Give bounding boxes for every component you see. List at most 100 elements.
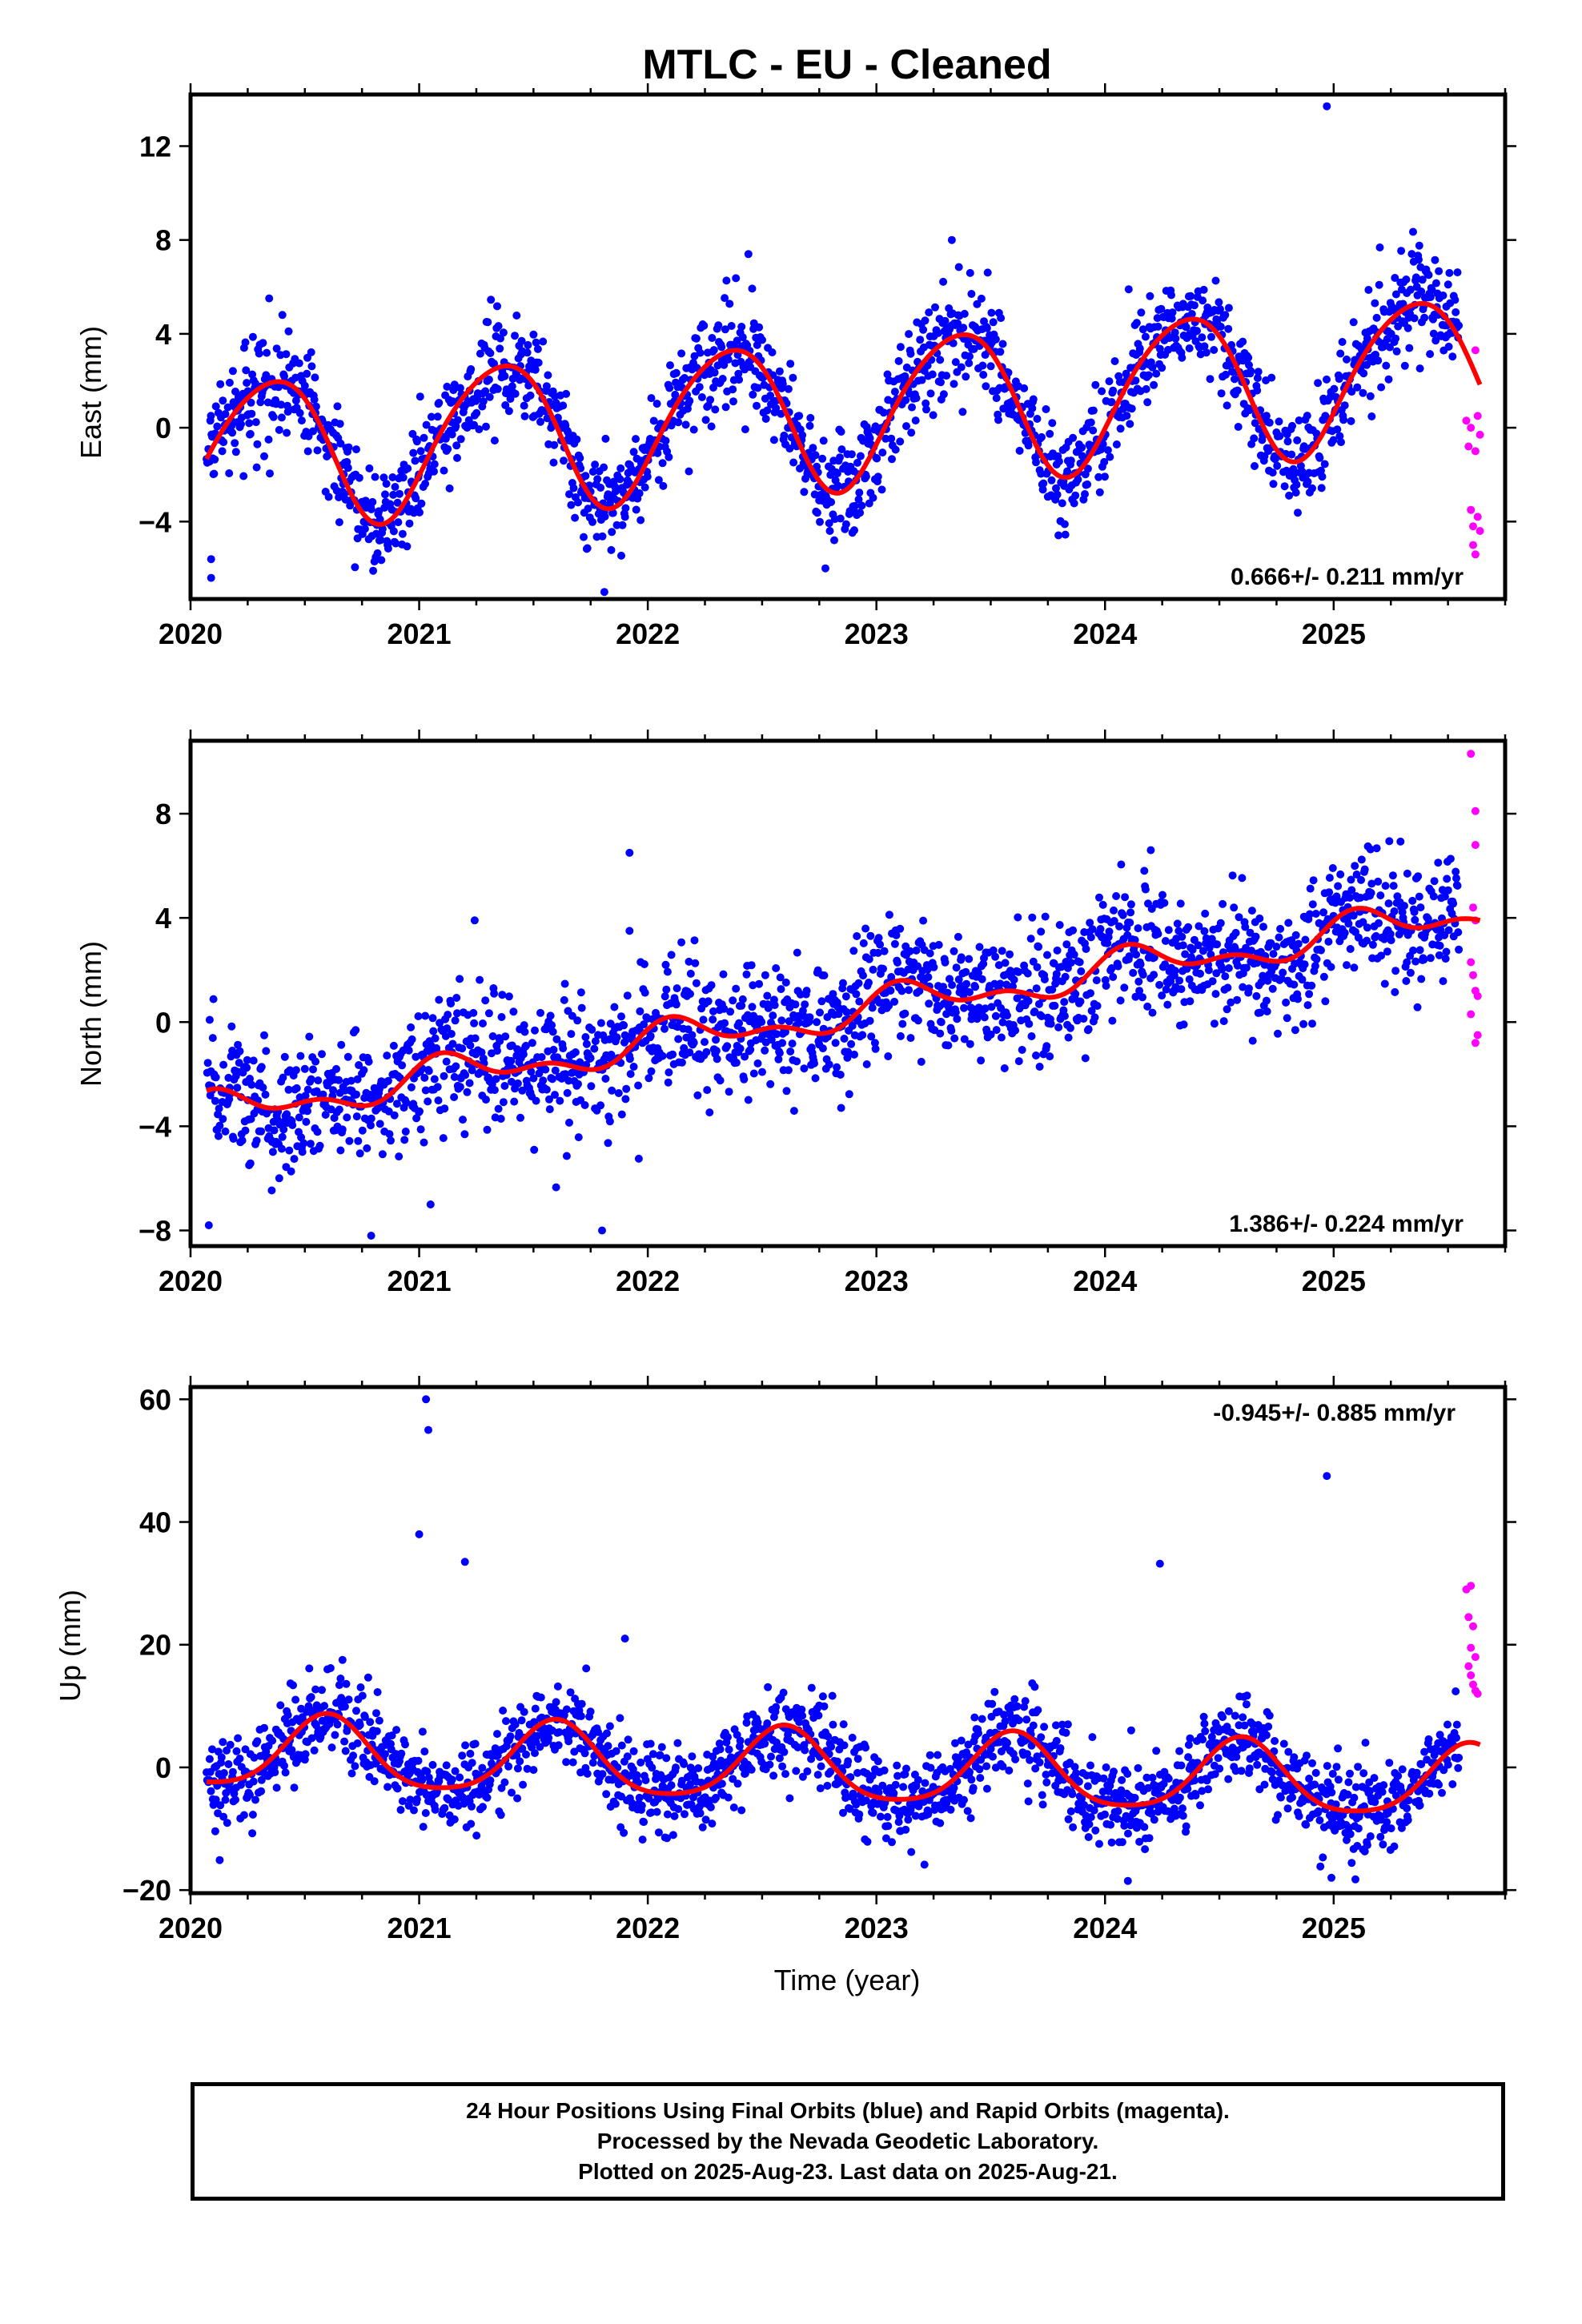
- north-data-point: [640, 960, 648, 968]
- north-data-point: [1219, 899, 1227, 908]
- east-data-point: [242, 366, 251, 375]
- east-data-point: [1131, 376, 1140, 385]
- north-data-point: [917, 1057, 926, 1066]
- up-data-point: [456, 1773, 464, 1782]
- north-data-point: [699, 1015, 708, 1024]
- east-data-point: [544, 371, 552, 380]
- north-data-point: [890, 939, 899, 948]
- up-data-point: [431, 1805, 440, 1814]
- east-data-point: [991, 335, 1000, 344]
- east-data-point: [977, 294, 986, 303]
- up-data-point: [629, 1747, 638, 1755]
- east-data-point: [452, 441, 461, 450]
- east-data-point: [1148, 363, 1157, 372]
- east-data-point: [453, 416, 462, 424]
- north-data-point: [375, 1120, 384, 1128]
- north-outlier-point: [367, 1232, 375, 1240]
- north-final-orbit-points: [203, 837, 1464, 1240]
- north-data-point: [893, 959, 901, 967]
- east-data-point: [1071, 491, 1080, 500]
- north-data-point: [1028, 913, 1037, 922]
- north-data-point: [667, 951, 676, 959]
- north-data-point: [343, 1052, 352, 1061]
- north-data-point: [536, 1008, 544, 1017]
- up-data-point: [612, 1747, 620, 1755]
- north-data-point: [658, 1051, 667, 1060]
- east-data-point: [283, 408, 292, 416]
- east-data-point: [727, 322, 736, 330]
- east-outlier-point: [600, 588, 608, 597]
- east-data-point: [692, 334, 701, 343]
- east-data-point: [529, 330, 538, 339]
- north-data-point: [1105, 927, 1114, 936]
- east-data-point: [476, 349, 484, 358]
- north-data-point: [1218, 965, 1227, 974]
- north-data-point: [355, 1149, 364, 1158]
- north-data-point: [1306, 884, 1315, 893]
- north-data-point: [1231, 928, 1240, 937]
- east-data-point: [786, 360, 795, 368]
- north-y-tick-label: 0: [155, 1006, 171, 1039]
- east-data-point: [1347, 388, 1356, 396]
- north-data-point: [761, 1046, 769, 1055]
- north-data-point: [574, 1133, 583, 1142]
- east-data-point: [517, 336, 526, 345]
- north-x-tick-label: 2021: [387, 1265, 452, 1297]
- east-data-point: [496, 334, 504, 343]
- north-data-point: [1018, 1046, 1026, 1054]
- east-data-point: [580, 533, 588, 541]
- east-data-point: [911, 416, 920, 425]
- east-data-point: [231, 439, 239, 448]
- north-data-point: [1434, 858, 1443, 867]
- east-data-point: [588, 517, 596, 526]
- east-data-point: [1333, 425, 1342, 434]
- north-data-point: [1086, 989, 1094, 998]
- east-data-point: [720, 360, 729, 369]
- north-data-point: [775, 1048, 784, 1057]
- up-data-point: [287, 1746, 296, 1755]
- east-data-point: [1424, 271, 1433, 279]
- east-data-point: [377, 556, 386, 565]
- east-data-point: [1060, 520, 1069, 529]
- east-data-point: [1417, 287, 1426, 296]
- north-data-point: [527, 1068, 536, 1076]
- north-data-point: [1357, 855, 1366, 864]
- east-data-point: [1275, 432, 1284, 440]
- north-data-point: [703, 1086, 712, 1095]
- east-data-point: [1392, 347, 1401, 356]
- north-data-point: [1014, 913, 1022, 922]
- north-data-point: [1357, 875, 1365, 884]
- north-data-point: [453, 1009, 461, 1018]
- east-data-point: [908, 403, 916, 412]
- north-data-point: [966, 1039, 974, 1048]
- up-data-point: [669, 1831, 677, 1839]
- north-data-point: [300, 1064, 309, 1073]
- north-data-point: [818, 1044, 827, 1053]
- north-data-point: [621, 1095, 630, 1104]
- east-data-point: [1291, 489, 1300, 497]
- north-data-point: [1223, 1005, 1231, 1014]
- north-data-point: [732, 1059, 741, 1067]
- east-data-point: [1146, 292, 1154, 300]
- up-data-point: [816, 1784, 825, 1793]
- east-rapid-point: [1467, 505, 1476, 514]
- east-data-point: [1039, 479, 1048, 488]
- east-rapid-point: [1462, 416, 1471, 425]
- north-data-point: [270, 1126, 279, 1135]
- east-data-point: [479, 397, 488, 406]
- east-data-point: [836, 514, 845, 523]
- east-data-point: [275, 425, 283, 434]
- north-data-point: [1429, 892, 1438, 901]
- east-outlier-point: [744, 250, 753, 259]
- east-data-point: [800, 488, 809, 497]
- north-data-point: [1035, 1063, 1044, 1071]
- north-data-point: [1118, 911, 1127, 919]
- north-data-point: [234, 1040, 243, 1049]
- north-data-point: [622, 1084, 631, 1093]
- east-data-point: [225, 469, 234, 477]
- north-data-point: [971, 983, 980, 991]
- up-data-point: [228, 1767, 237, 1776]
- north-data-point: [1054, 1023, 1063, 1031]
- east-data-point: [1157, 304, 1166, 313]
- east-data-point: [393, 498, 402, 507]
